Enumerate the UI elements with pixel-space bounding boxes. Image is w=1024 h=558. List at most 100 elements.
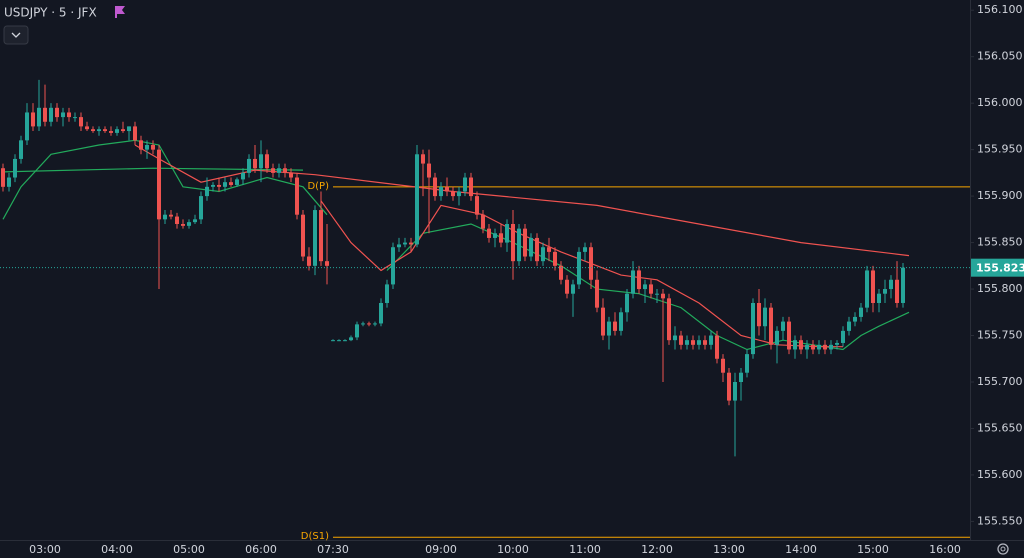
candle-body: [121, 129, 125, 132]
candle-body: [385, 284, 389, 303]
candle-body: [571, 284, 575, 294]
candle-body: [439, 186, 443, 197]
candle-body: [379, 302, 383, 324]
candle-body: [523, 228, 527, 257]
candle-body: [667, 298, 671, 341]
candle-body: [397, 244, 401, 248]
candle-body: [493, 233, 497, 238]
candle-body: [307, 256, 311, 266]
candle-body: [433, 177, 437, 197]
last-price-tag: [971, 258, 1024, 277]
y-tick-label: 155.700: [977, 375, 1023, 388]
candle-body: [301, 214, 305, 257]
last-price-label: 155.823: [976, 262, 1024, 275]
candle-body: [817, 344, 821, 350]
candle-body: [73, 117, 77, 119]
candle-body: [451, 191, 455, 197]
symbol-title: USDJPY · 5 · JFX: [4, 6, 97, 20]
y-tick-label: 155.950: [977, 143, 1023, 156]
candle-body: [199, 196, 203, 220]
candle-body: [37, 107, 41, 127]
candle-body: [133, 126, 137, 141]
candle-body: [373, 323, 377, 325]
pivot-label: D(P): [307, 181, 329, 192]
candle-body: [763, 307, 767, 327]
candle-body: [247, 158, 251, 173]
candle-body: [541, 247, 545, 262]
candle-body: [313, 210, 317, 266]
candle-body: [409, 242, 413, 245]
candle-body: [175, 216, 179, 224]
candle-body: [271, 168, 275, 173]
candle-body: [589, 247, 593, 280]
candle-body: [595, 279, 599, 308]
candle-body: [901, 267, 905, 303]
candle-body: [679, 335, 683, 345]
candle-body: [883, 289, 887, 294]
candle-body: [295, 177, 299, 215]
candle-body: [223, 182, 227, 187]
candle-body: [871, 270, 875, 303]
candle-body: [865, 270, 869, 308]
candle-body: [805, 344, 809, 350]
flag-icon[interactable]: [115, 6, 125, 18]
y-tick-label: 155.600: [977, 468, 1023, 481]
candle-body: [367, 323, 371, 325]
candle-body: [559, 265, 563, 280]
candle-body: [685, 340, 689, 345]
candle-body: [241, 172, 245, 180]
candle-body: [391, 247, 395, 285]
candle-body: [757, 302, 761, 327]
candle-body: [841, 330, 845, 343]
candle-body: [469, 177, 473, 197]
candle-body: [349, 337, 353, 341]
candle-body: [61, 112, 65, 118]
candle-body: [163, 214, 167, 220]
candle-body: [475, 196, 479, 215]
candle-body: [265, 154, 269, 169]
candle-body: [337, 340, 341, 342]
candle-body: [877, 293, 881, 303]
candle-body: [811, 344, 815, 350]
candle-body: [715, 335, 719, 359]
candle-body: [751, 302, 755, 355]
candle-body: [727, 372, 731, 401]
candle-body: [151, 144, 155, 150]
candle-body: [553, 251, 557, 266]
candle-body: [613, 321, 617, 331]
candle-body: [619, 312, 623, 331]
y-tick-label: 155.650: [977, 421, 1023, 434]
gear: [997, 543, 1009, 555]
candle-body: [505, 223, 509, 243]
candle-body: [691, 340, 695, 345]
candle-body: [91, 129, 95, 132]
candle-body: [703, 340, 707, 345]
candle-body: [211, 184, 215, 187]
candle-body: [649, 284, 653, 294]
candle-body: [187, 222, 191, 226]
candle-body: [463, 177, 467, 192]
candle-body: [139, 140, 143, 150]
gear-center: [1000, 546, 1006, 552]
x-tick-label: 10:00: [497, 543, 529, 556]
x-tick-label: 04:00: [101, 543, 133, 556]
candle-body: [235, 179, 239, 185]
chevron-icon: [11, 32, 21, 38]
y-tick-label: 156.000: [977, 96, 1023, 109]
candle-body: [499, 233, 503, 243]
y-tick-label: 156.050: [977, 50, 1023, 63]
candle-body: [97, 129, 101, 132]
candle-body: [607, 321, 611, 336]
candle-body: [781, 321, 785, 331]
moving-average: [2, 167, 304, 173]
candle-body: [661, 293, 665, 299]
candle-body: [343, 340, 347, 342]
candle-body: [823, 344, 827, 350]
candle-body: [403, 242, 407, 245]
settings-icon[interactable]: [997, 543, 1009, 555]
candle-body: [49, 107, 53, 122]
collapse-button[interactable]: [3, 25, 29, 45]
candle-body: [115, 129, 119, 133]
candle-body: [517, 228, 521, 262]
candle-body: [721, 358, 725, 373]
